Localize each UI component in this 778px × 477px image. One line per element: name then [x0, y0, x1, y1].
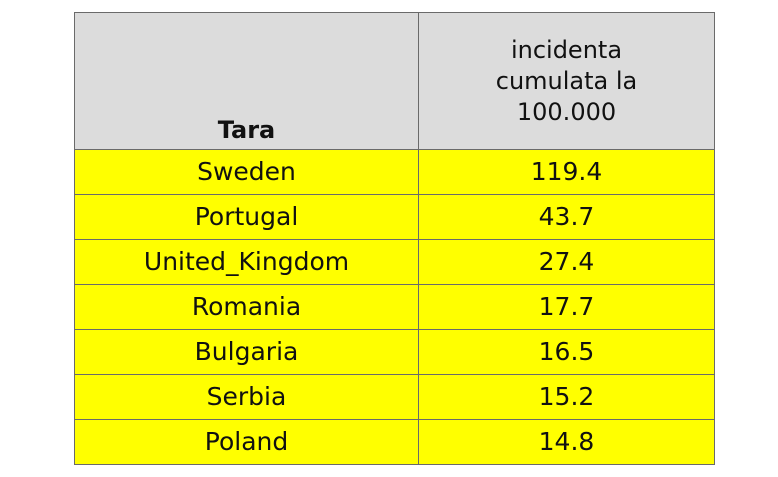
- country-cell: Serbia: [74, 374, 419, 420]
- country-cell: United_Kingdom: [74, 239, 419, 285]
- country-cell: Bulgaria: [74, 329, 419, 375]
- table-row: Poland 14.8: [74, 419, 715, 465]
- header-country: Tara: [74, 12, 419, 150]
- table-row: Serbia 15.2: [74, 374, 715, 420]
- incidence-cell: 27.4: [418, 239, 715, 285]
- incidence-cell: 43.7: [418, 194, 715, 240]
- table-row: Portugal 43.7: [74, 194, 715, 240]
- country-cell: Portugal: [74, 194, 419, 240]
- incidence-cell: 16.5: [418, 329, 715, 375]
- incidence-cell: 14.8: [418, 419, 715, 465]
- header-incidence-line-2: cumulata la: [495, 66, 638, 95]
- country-cell: Poland: [74, 419, 419, 465]
- header-incidence-line-1: incidenta: [510, 35, 623, 64]
- table-row: Romania 17.7: [74, 284, 715, 330]
- header-incidence: incidenta cumulata la 100.000: [418, 12, 715, 150]
- incidence-cell: 17.7: [418, 284, 715, 330]
- country-cell: Romania: [74, 284, 419, 330]
- incidence-cell: 119.4: [418, 149, 715, 195]
- header-incidence-line-3: 100.000: [516, 97, 617, 126]
- table-row: Sweden 119.4: [74, 149, 715, 195]
- country-cell: Sweden: [74, 149, 419, 195]
- incidence-table: Tara incidenta cumulata la 100.000 Swede…: [74, 12, 715, 465]
- table-row: United_Kingdom 27.4: [74, 239, 715, 285]
- table-row: Bulgaria 16.5: [74, 329, 715, 375]
- table-header-row: Tara incidenta cumulata la 100.000: [74, 12, 715, 150]
- incidence-cell: 15.2: [418, 374, 715, 420]
